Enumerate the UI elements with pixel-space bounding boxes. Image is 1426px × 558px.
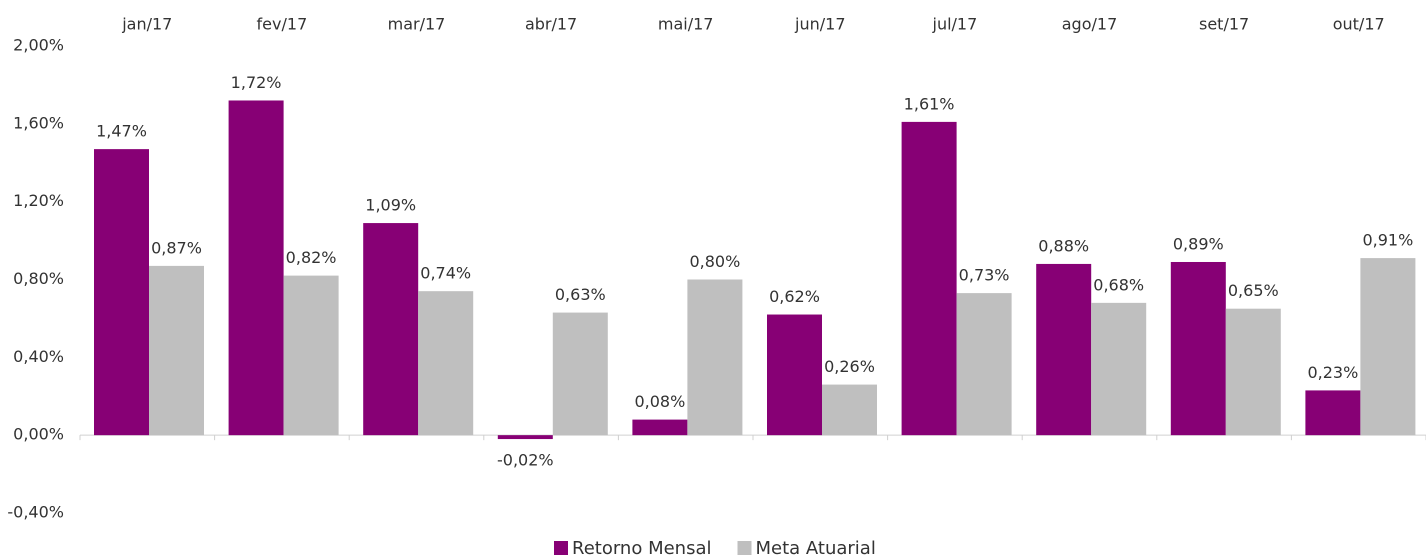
bar <box>418 291 474 436</box>
value-label: 0,26% <box>824 357 875 376</box>
bar <box>687 279 743 436</box>
value-label: 0,91% <box>1362 231 1413 250</box>
bar <box>956 293 1012 436</box>
bar <box>283 275 339 436</box>
bar <box>632 419 688 436</box>
value-label: 1,72% <box>231 73 282 92</box>
value-label: 0,08% <box>634 392 685 411</box>
bar <box>822 384 877 436</box>
x-tick-label: jul/17 <box>932 15 978 34</box>
value-label: 0,74% <box>420 264 471 283</box>
value-label: 0,68% <box>1093 275 1144 294</box>
legend-label: Meta Atuarial <box>756 538 876 558</box>
x-tick-label: ago/17 <box>1062 15 1118 34</box>
value-label: 0,89% <box>1173 234 1224 253</box>
value-label: -0,02% <box>497 451 554 470</box>
x-tick-label: set/17 <box>1199 15 1249 34</box>
bar <box>228 100 284 436</box>
value-label: 0,82% <box>286 248 337 267</box>
bar <box>1036 263 1092 436</box>
x-tick-label: mar/17 <box>388 15 446 34</box>
value-label: 0,23% <box>1307 363 1358 382</box>
value-label: 0,87% <box>151 238 202 257</box>
bar <box>1091 302 1147 436</box>
y-tick-label: 0,80% <box>13 269 64 288</box>
y-tick-label: 2,00% <box>13 36 64 55</box>
value-label: 0,80% <box>689 252 740 271</box>
y-tick-label: 0,00% <box>13 425 64 444</box>
value-label: 1,61% <box>904 94 955 113</box>
value-label: 0,63% <box>555 285 606 304</box>
bar <box>767 314 822 436</box>
x-tick-label: mai/17 <box>658 15 714 34</box>
value-label: 0,62% <box>769 287 820 306</box>
bar <box>497 435 553 440</box>
bar <box>363 223 419 436</box>
y-tick-label: -0,40% <box>7 503 64 522</box>
x-tick-label: jan/17 <box>121 15 172 34</box>
legend-label: Retorno Mensal <box>572 538 712 558</box>
value-label: 1,47% <box>96 122 147 141</box>
x-tick-label: out/17 <box>1333 15 1385 34</box>
y-tick-label: 0,40% <box>13 347 64 366</box>
legend-swatch <box>554 541 568 555</box>
bar <box>901 121 957 436</box>
value-label: 0,88% <box>1038 236 1089 255</box>
y-tick-label: 1,20% <box>13 191 64 210</box>
x-tick-label: fev/17 <box>257 15 308 34</box>
bar <box>1305 390 1361 436</box>
bar <box>149 265 204 436</box>
x-tick-label: jun/17 <box>794 15 845 34</box>
bar <box>552 312 608 436</box>
bar <box>94 149 149 436</box>
legend-swatch <box>737 541 752 555</box>
value-label: 1,09% <box>365 196 416 215</box>
value-label: 0,73% <box>959 266 1010 285</box>
value-label: 0,65% <box>1228 281 1279 300</box>
bar <box>1170 261 1226 436</box>
x-tick-label: abr/17 <box>525 15 577 34</box>
y-tick-label: 1,60% <box>13 113 64 132</box>
bar <box>1225 308 1281 436</box>
bar <box>1360 258 1416 436</box>
